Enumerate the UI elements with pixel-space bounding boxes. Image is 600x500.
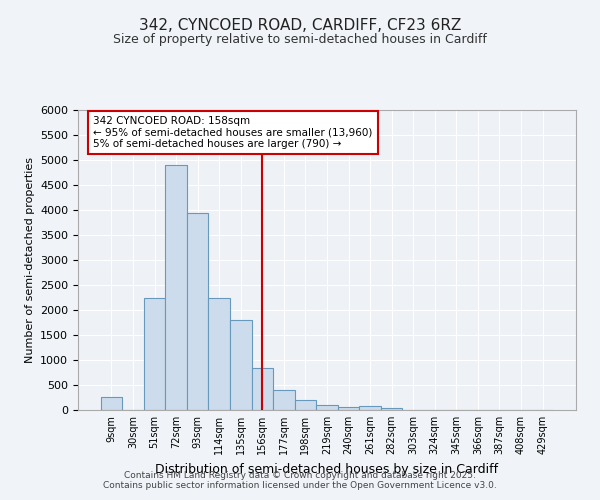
- Bar: [144, 298, 166, 410]
- Text: Contains HM Land Registry data © Crown copyright and database right 2025.
Contai: Contains HM Land Registry data © Crown c…: [103, 470, 497, 490]
- X-axis label: Distribution of semi-detached houses by size in Cardiff: Distribution of semi-detached houses by …: [155, 462, 499, 475]
- Text: 342 CYNCOED ROAD: 158sqm
← 95% of semi-detached houses are smaller (13,960)
5% o: 342 CYNCOED ROAD: 158sqm ← 95% of semi-d…: [93, 116, 373, 149]
- Bar: [101, 396, 122, 410]
- Bar: [230, 320, 251, 410]
- Bar: [166, 165, 187, 410]
- Text: Size of property relative to semi-detached houses in Cardiff: Size of property relative to semi-detach…: [113, 32, 487, 46]
- Bar: [187, 212, 208, 410]
- Bar: [273, 390, 295, 410]
- Bar: [338, 406, 359, 410]
- Text: 342, CYNCOED ROAD, CARDIFF, CF23 6RZ: 342, CYNCOED ROAD, CARDIFF, CF23 6RZ: [139, 18, 461, 32]
- Bar: [381, 408, 403, 410]
- Bar: [316, 405, 338, 410]
- Y-axis label: Number of semi-detached properties: Number of semi-detached properties: [25, 157, 35, 363]
- Bar: [251, 368, 273, 410]
- Bar: [359, 406, 381, 410]
- Bar: [208, 298, 230, 410]
- Bar: [295, 400, 316, 410]
